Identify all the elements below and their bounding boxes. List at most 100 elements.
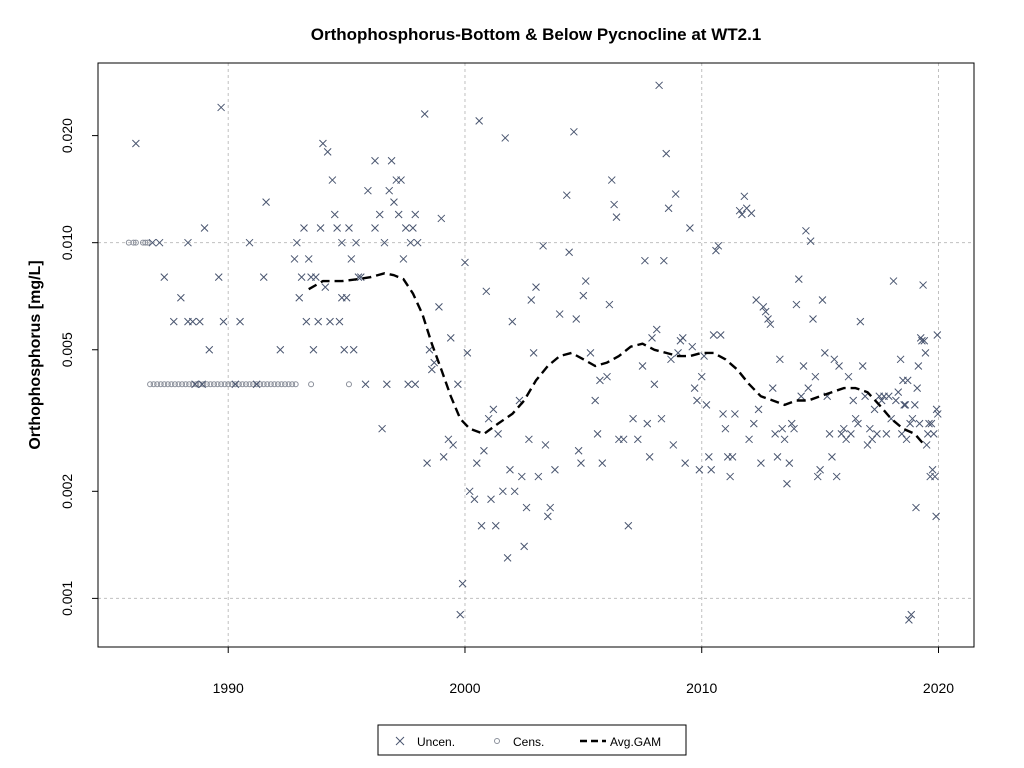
x-tick-label: 2020 — [923, 680, 954, 696]
uncen-point — [605, 300, 614, 309]
uncen-point — [929, 430, 938, 438]
cens-point — [164, 381, 171, 388]
uncen-point — [856, 317, 865, 326]
uncen-point — [420, 110, 429, 118]
uncen-point — [707, 465, 716, 474]
uncen-point — [352, 238, 360, 247]
uncen-point — [205, 345, 214, 354]
uncen-point — [714, 241, 723, 250]
uncen-point — [508, 317, 517, 326]
cens-point — [193, 381, 200, 388]
uncen-point — [932, 405, 941, 414]
uncen-point — [375, 210, 384, 219]
uncen-point — [610, 200, 618, 209]
uncen-point — [913, 384, 922, 392]
uncen-point — [160, 273, 169, 282]
plot-frame — [97, 62, 975, 648]
uncen-point — [491, 521, 500, 530]
uncen-point — [411, 380, 420, 389]
uncen-point — [155, 238, 164, 247]
uncen-point — [316, 224, 325, 232]
uncen-point — [314, 317, 323, 326]
y-axis-label: Orthophosphorus [mg/L] — [27, 260, 44, 449]
uncen-point — [761, 307, 770, 316]
uncen-point — [470, 495, 479, 504]
cens-point — [200, 381, 207, 388]
uncen-point — [925, 419, 933, 428]
cens-point — [175, 381, 182, 388]
uncen-point — [735, 206, 744, 215]
cens-point — [179, 381, 186, 388]
uncen-point — [591, 396, 600, 405]
uncen-point — [555, 310, 564, 318]
uncen-point — [612, 213, 621, 221]
cens-point — [218, 381, 225, 388]
uncen-point — [624, 521, 633, 530]
cens-point — [239, 381, 246, 388]
uncen-point — [231, 380, 240, 389]
uncen-point — [738, 210, 746, 219]
uncen-point — [906, 419, 914, 428]
uncen-point — [629, 414, 637, 423]
cens-point — [246, 381, 253, 388]
uncen-point — [579, 291, 588, 300]
uncen-point — [489, 405, 498, 414]
uncen-point — [655, 81, 663, 90]
uncen-point — [902, 435, 911, 444]
uncen-point — [437, 214, 446, 223]
uncen-point — [409, 224, 417, 232]
uncen-point — [816, 465, 824, 474]
uncen-point — [813, 472, 822, 481]
x-axis: 1990 2000 2010 2020 — [213, 647, 954, 696]
cens-point — [257, 381, 264, 388]
uncen-point — [752, 296, 761, 304]
uncen-point — [662, 149, 671, 158]
uncen-series — [132, 81, 942, 624]
uncen-point — [818, 296, 827, 304]
uncen-point — [681, 459, 690, 467]
uncen-point — [581, 277, 590, 285]
uncen-point — [214, 273, 223, 282]
uncen-point — [404, 380, 413, 389]
cens-point — [260, 381, 267, 388]
uncen-point — [302, 317, 311, 326]
uncen-point — [333, 224, 341, 232]
uncen-point — [933, 331, 942, 339]
uncen-point — [510, 487, 519, 496]
uncen-point — [541, 441, 550, 449]
uncen-point — [645, 452, 654, 461]
uncen-point — [198, 380, 207, 389]
uncen-point — [534, 472, 543, 481]
uncen-point — [371, 156, 379, 165]
uncen-point — [572, 315, 581, 323]
uncen-point — [657, 414, 666, 423]
uncen-point — [551, 465, 559, 474]
legend-cens-marker — [494, 738, 500, 744]
uncen-point — [290, 255, 299, 263]
uncen-point — [293, 238, 301, 247]
uncen-point — [787, 419, 796, 428]
uncen-point — [865, 424, 874, 433]
uncen-point — [726, 472, 734, 481]
y-axis: 0.001 0.002 0.005 0.010 0.020 — [59, 118, 98, 616]
uncen-point — [835, 362, 843, 370]
legend-gam-label: Avg.GAM — [610, 735, 661, 749]
uncen-point — [574, 446, 583, 455]
uncen-point — [603, 372, 611, 381]
y-tick-label: 0.005 — [59, 332, 75, 367]
legend: Uncen. Cens. Avg.GAM — [377, 724, 687, 756]
uncen-point — [927, 419, 936, 428]
uncen-point — [465, 487, 474, 496]
y-tick-label: 0.001 — [59, 581, 75, 616]
uncen-point — [378, 424, 386, 433]
uncen-point — [347, 255, 356, 263]
uncen-point — [690, 384, 699, 392]
uncen-point — [802, 226, 810, 235]
uncen-point — [894, 388, 903, 397]
uncen-point — [839, 424, 848, 433]
uncen-point — [349, 345, 358, 354]
uncen-point — [780, 435, 789, 444]
uncen-point — [219, 317, 228, 326]
uncen-point — [908, 414, 917, 423]
uncen-point — [757, 459, 765, 467]
